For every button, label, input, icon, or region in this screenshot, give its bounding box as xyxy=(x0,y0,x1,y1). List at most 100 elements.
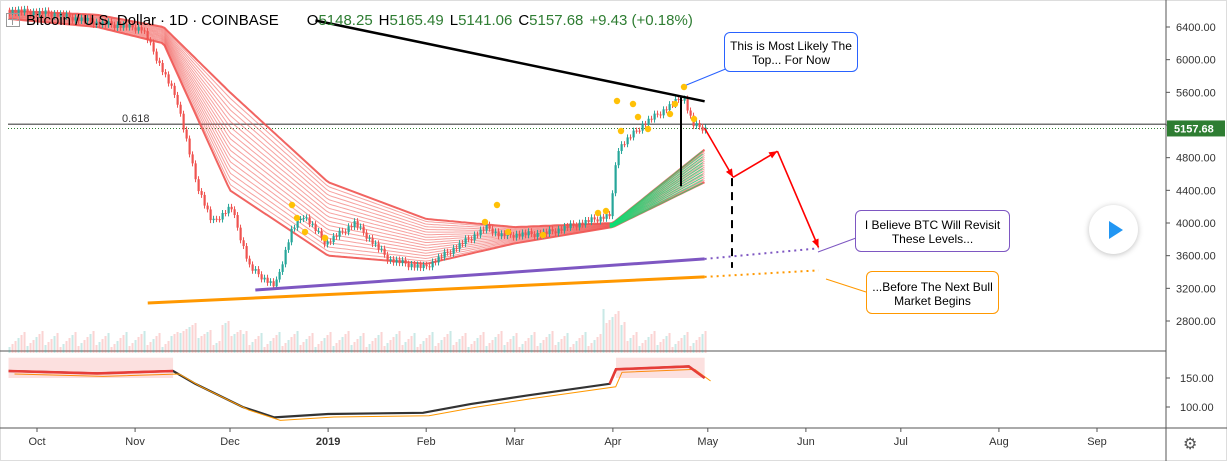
crosshair-icon[interactable] xyxy=(6,13,20,27)
volume-bar xyxy=(113,344,116,353)
candle xyxy=(683,98,686,101)
volume-bar xyxy=(11,344,14,353)
volume-bar xyxy=(653,331,656,353)
candle xyxy=(572,223,575,226)
volume-bar xyxy=(221,325,224,353)
volume-bar xyxy=(227,321,230,353)
candle xyxy=(194,163,197,180)
ribbon-bull-line xyxy=(609,173,703,227)
volume-bar xyxy=(188,327,191,353)
y-tick-label: 3600.00 xyxy=(1176,251,1216,263)
candle xyxy=(284,249,287,265)
candle xyxy=(566,225,569,229)
candle xyxy=(632,130,635,138)
candle xyxy=(686,98,689,111)
note-bull-market[interactable]: ...Before The Next Bull Market Begins xyxy=(866,271,999,314)
candle xyxy=(362,226,365,233)
x-tick-label: Jul xyxy=(894,436,908,448)
volume-bar xyxy=(392,337,395,353)
candle xyxy=(242,240,245,247)
candle xyxy=(146,31,149,41)
candle xyxy=(329,241,332,243)
volume-bar xyxy=(287,340,290,353)
candle xyxy=(386,254,389,261)
candle xyxy=(251,264,254,271)
indicator-signal xyxy=(14,368,711,421)
y-tick-label: 150.00 xyxy=(1180,373,1214,385)
signal-dot xyxy=(671,100,679,108)
candle xyxy=(80,17,83,21)
candle xyxy=(596,219,599,222)
volume-bar xyxy=(269,341,272,353)
candle xyxy=(344,231,347,233)
candle xyxy=(89,17,92,22)
signal-dot xyxy=(629,100,637,108)
volume-bar xyxy=(323,338,326,353)
note-top[interactable]: This is Most Likely The Top... For Now xyxy=(724,32,858,72)
candle xyxy=(515,233,518,238)
volume-bar xyxy=(110,347,113,353)
gear-icon[interactable]: ⚙ xyxy=(1183,436,1198,453)
candle xyxy=(86,17,89,22)
volume-bar xyxy=(662,339,665,353)
signal-dot xyxy=(321,234,329,242)
note-revisit[interactable]: I Believe BTC Will Revisit These Levels.… xyxy=(855,210,1010,252)
candle xyxy=(419,264,422,269)
candle xyxy=(521,232,524,237)
candle xyxy=(353,221,356,228)
volume-bar xyxy=(329,332,332,353)
volume-bar xyxy=(386,343,389,353)
volume-bar xyxy=(8,347,11,353)
volume-bar xyxy=(59,347,62,353)
candle xyxy=(551,229,554,232)
volume-bar xyxy=(629,338,632,353)
candle xyxy=(665,109,668,111)
candle xyxy=(590,217,593,223)
candle xyxy=(452,247,455,254)
candle xyxy=(20,9,23,13)
candle xyxy=(365,232,368,239)
candle xyxy=(398,259,401,264)
candle xyxy=(38,10,41,15)
low-value: 5141.06 xyxy=(458,11,513,29)
candle xyxy=(569,223,572,229)
volume-bar xyxy=(407,339,410,353)
candle xyxy=(233,209,236,216)
volume-bar xyxy=(26,346,29,353)
volume-bar xyxy=(470,344,473,353)
candle xyxy=(317,230,320,232)
candle xyxy=(230,206,233,210)
note-bull-pointer xyxy=(825,278,867,293)
candle xyxy=(74,17,77,21)
volume-bar xyxy=(410,336,413,353)
volume-bar xyxy=(350,345,353,353)
candle xyxy=(695,123,698,127)
x-tick-label: Dec xyxy=(220,436,240,448)
volume-bar xyxy=(593,340,596,353)
candle xyxy=(437,256,440,263)
candle xyxy=(77,17,80,21)
volume-bar xyxy=(602,309,605,353)
candle xyxy=(167,74,170,84)
volume-bar xyxy=(359,336,362,353)
candle xyxy=(224,212,227,214)
volume-bar xyxy=(398,331,401,353)
candle xyxy=(380,248,383,250)
play-icon[interactable] xyxy=(1089,205,1138,254)
volume-bar xyxy=(680,338,683,353)
candle xyxy=(560,228,563,231)
candle xyxy=(623,144,626,146)
indicator-zone xyxy=(8,357,174,378)
volume-bar xyxy=(416,347,419,353)
candle xyxy=(134,27,137,31)
candle xyxy=(395,259,398,263)
candle xyxy=(14,9,17,14)
candle xyxy=(527,231,530,236)
signal-dot xyxy=(504,228,512,236)
volume-bar xyxy=(338,340,341,353)
volume-bar xyxy=(428,335,431,353)
projection-arrow xyxy=(732,150,778,178)
volume-bar xyxy=(341,337,344,353)
